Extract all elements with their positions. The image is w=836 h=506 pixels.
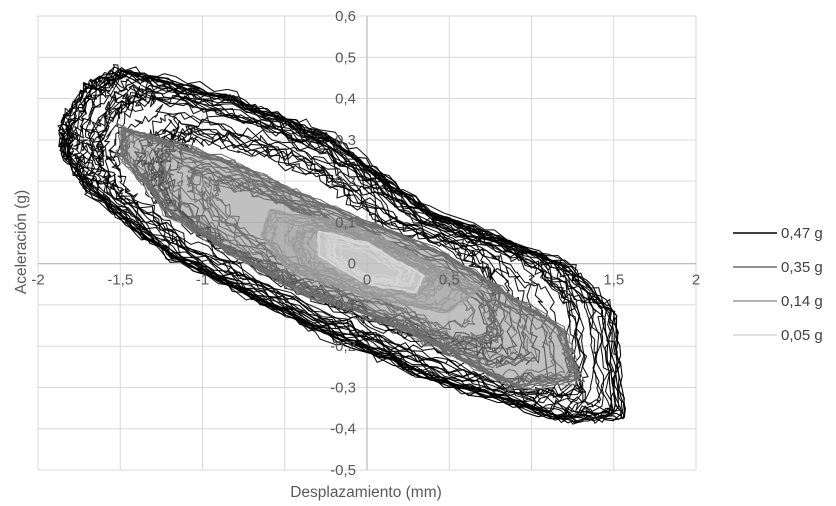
y-tick-label: 0,5 <box>335 49 356 66</box>
x-tick-label: 2 <box>692 272 700 289</box>
series-0-05-g <box>316 230 425 294</box>
series-loop <box>158 151 538 369</box>
series-loop <box>82 85 586 407</box>
legend-label: 0,14 g <box>781 293 823 310</box>
x-tick-label: 0,5 <box>439 272 460 289</box>
y-axis-title: Aceleración (g) <box>13 190 30 294</box>
series-loop <box>86 85 582 403</box>
series-loop <box>324 232 416 287</box>
series-loop <box>68 70 605 412</box>
x-tick-label: 1 <box>527 272 535 289</box>
series-envelope <box>318 231 423 292</box>
y-tick-label: -0,4 <box>330 421 356 438</box>
series-envelope <box>58 69 625 424</box>
series-loop <box>176 164 518 359</box>
x-axis-title: Desplazamiento (mm) <box>290 484 442 501</box>
y-tick-label: 0,2 <box>335 173 356 190</box>
x-tick-label: -0,5 <box>272 272 298 289</box>
series-envelope <box>65 71 616 421</box>
tick-labels: -2 -1,5 -1 -0,5 0 0,5 1 1,5 2 0,6 0,5 0,4 0,3 0,2 0,1 0… <box>31 8 700 479</box>
legend-label: 0,47 g <box>781 225 823 242</box>
x-tick-label: 1,5 <box>603 272 624 289</box>
y-tick-label: -0,1 <box>330 297 356 314</box>
series-envelope <box>67 71 613 418</box>
series-envelope <box>317 230 424 293</box>
x-tick-label: -2 <box>31 272 44 289</box>
y-tick-label: 0,3 <box>335 132 356 149</box>
series-loop <box>131 138 566 385</box>
y-tick-label: -0,3 <box>330 379 356 396</box>
series-envelope <box>126 131 573 385</box>
y-tick-label: 0,1 <box>335 214 356 231</box>
series-envelope <box>66 73 615 418</box>
series-loop <box>284 220 449 299</box>
x-tick-label: 0 <box>363 272 371 289</box>
x-tick-label: -1,5 <box>107 272 133 289</box>
series-loop <box>162 155 528 366</box>
legend-label: 0,05 g <box>781 327 823 344</box>
y-tick-label: 0 <box>348 256 356 273</box>
data-series <box>57 64 626 425</box>
series-envelope <box>115 123 586 389</box>
y-tick-label: 0,4 <box>335 91 356 108</box>
legend: 0,47 g 0,35 g 0,14 g 0,05 g <box>733 225 823 344</box>
series-envelope <box>63 70 620 419</box>
y-tick-label: 0,6 <box>335 8 356 25</box>
legend-label: 0,35 g <box>781 259 823 276</box>
series-envelope <box>316 230 425 294</box>
series-envelope <box>58 68 626 424</box>
x-tick-label: -1 <box>196 272 209 289</box>
series-envelope <box>263 209 480 314</box>
y-tick-label: -0,5 <box>330 462 356 479</box>
series-loop <box>187 163 504 343</box>
y-tick-label: -0,2 <box>330 338 356 355</box>
series-loop <box>193 166 495 342</box>
